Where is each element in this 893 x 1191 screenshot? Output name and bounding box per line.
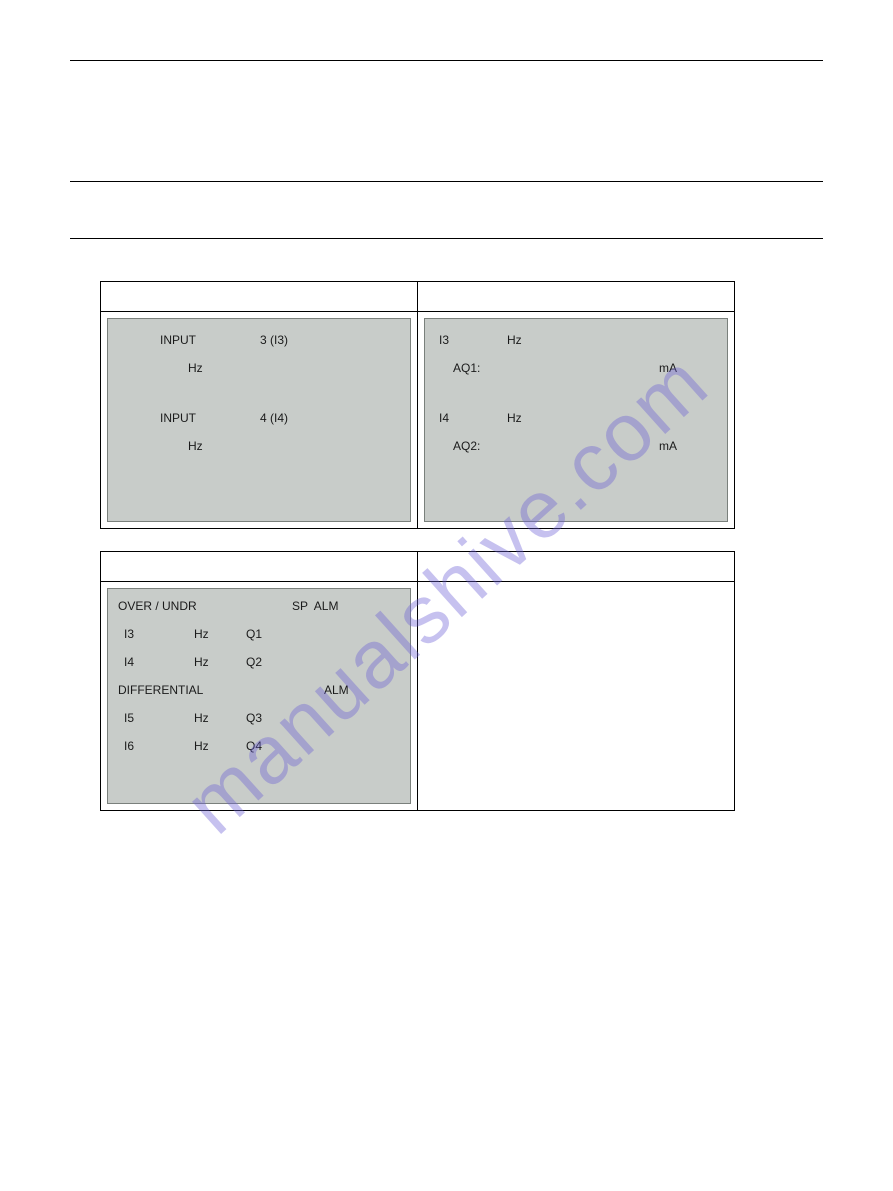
table2-header-left <box>101 552 418 582</box>
table2-left-cell: OVER / UNDR SP ALM I3 Hz Q1 I4 Hz Q2 DIFFEREN… <box>101 582 418 811</box>
t2-row-q: Q1 <box>246 627 262 641</box>
table2-header-right <box>418 552 735 582</box>
t2-row-id: I3 <box>124 627 164 641</box>
t1-r-r1-out: AQ1: <box>453 361 480 375</box>
page-container: INPUT 3 (I3) Hz INPUT 4 (I4) Hz <box>0 0 893 1191</box>
t2-row-q: Q4 <box>246 739 262 753</box>
t1-r-r2-id: I4 <box>439 411 479 425</box>
t2-rows-a: I3 Hz Q1 I4 Hz Q2 <box>118 627 400 669</box>
table1-right-cell: I3 Hz AQ1: mA I4 Hz AQ2: <box>418 312 735 529</box>
t1-l-row2-value: 4 (I4) <box>260 411 288 425</box>
table1-header-right <box>418 282 735 312</box>
table1-header-left <box>101 282 418 312</box>
t1-l-row1-unit: Hz <box>188 361 203 375</box>
section-rule-2 <box>70 238 823 239</box>
t2-row: I4 Hz Q2 <box>118 655 400 669</box>
t1-l-row2-unit: Hz <box>188 439 203 453</box>
t1-l-row1-label: INPUT <box>160 333 220 347</box>
table1-left-cell: INPUT 3 (I3) Hz INPUT 4 (I4) Hz <box>101 312 418 529</box>
t1-r-r1-unit: Hz <box>507 333 522 347</box>
t2-row: I3 Hz Q1 <box>118 627 400 641</box>
t2-mid-col: ALM <box>324 683 349 697</box>
t1-r-r2-unit: Hz <box>507 411 522 425</box>
table2-left-panel: OVER / UNDR SP ALM I3 Hz Q1 I4 Hz Q2 DIFFEREN… <box>107 588 411 804</box>
t2-row: I5 Hz Q3 <box>118 711 400 725</box>
table-1: INPUT 3 (I3) Hz INPUT 4 (I4) Hz <box>100 281 735 529</box>
t2-row-q: Q3 <box>246 711 262 725</box>
t2-row-unit: Hz <box>194 711 234 725</box>
section-rule-1 <box>70 181 823 182</box>
table1-left-panel: INPUT 3 (I3) Hz INPUT 4 (I4) Hz <box>107 318 411 522</box>
t1-r-r2-out-unit: mA <box>659 439 677 453</box>
table1-right-panel: I3 Hz AQ1: mA I4 Hz AQ2: <box>424 318 728 522</box>
t2-row-unit: Hz <box>194 627 234 641</box>
t2-row-unit: Hz <box>194 655 234 669</box>
tables-wrapper: INPUT 3 (I3) Hz INPUT 4 (I4) Hz <box>100 281 735 811</box>
t2-header-cols: SP ALM <box>292 599 338 613</box>
t2-row: I6 Hz Q4 <box>118 739 400 753</box>
t2-row-id: I6 <box>124 739 164 753</box>
t1-r-r1-out-unit: mA <box>659 361 677 375</box>
t2-row-id: I4 <box>124 655 164 669</box>
t2-row-unit: Hz <box>194 739 234 753</box>
t2-rows-b: I5 Hz Q3 I6 Hz Q4 <box>118 711 400 753</box>
t1-r-r2-out: AQ2: <box>453 439 480 453</box>
table-2: OVER / UNDR SP ALM I3 Hz Q1 I4 Hz Q2 DIFFEREN… <box>100 551 735 811</box>
t2-row-q: Q2 <box>246 655 262 669</box>
t2-header: OVER / UNDR <box>118 599 197 613</box>
t2-mid-header: DIFFERENTIAL <box>118 683 203 697</box>
table2-right-cell <box>418 582 735 811</box>
t1-l-row2-label: INPUT <box>160 411 220 425</box>
top-rule <box>70 60 823 61</box>
t1-l-row1-value: 3 (I3) <box>260 333 288 347</box>
t1-r-r1-id: I3 <box>439 333 479 347</box>
t2-row-id: I5 <box>124 711 164 725</box>
